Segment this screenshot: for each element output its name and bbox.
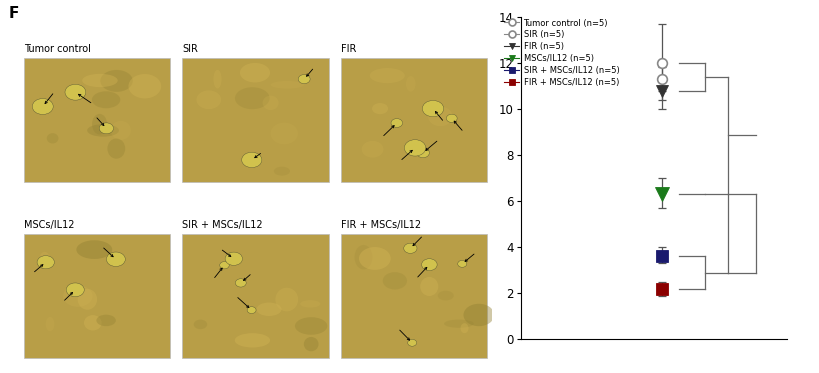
- Ellipse shape: [240, 63, 269, 82]
- Circle shape: [66, 283, 84, 297]
- Circle shape: [242, 152, 261, 167]
- Ellipse shape: [234, 87, 269, 109]
- Circle shape: [32, 98, 53, 115]
- Ellipse shape: [92, 91, 120, 108]
- Ellipse shape: [460, 323, 468, 333]
- Circle shape: [247, 307, 256, 313]
- Bar: [24, 58, 170, 182]
- Ellipse shape: [107, 138, 125, 159]
- Circle shape: [391, 119, 402, 128]
- Ellipse shape: [369, 68, 405, 83]
- Circle shape: [65, 84, 86, 100]
- Circle shape: [298, 75, 310, 84]
- Text: SIR: SIR: [182, 44, 198, 54]
- Ellipse shape: [372, 103, 387, 114]
- Ellipse shape: [92, 114, 107, 135]
- Bar: [341, 234, 486, 358]
- Ellipse shape: [270, 123, 297, 144]
- Legend: Tumor control (n=5), SIR (n=5), FIR (n=5), MSCs/IL12 (n=5), SIR + MSCs/IL12 (n=5: Tumor control (n=5), SIR (n=5), FIR (n=5…: [503, 18, 619, 88]
- Ellipse shape: [463, 304, 494, 326]
- Ellipse shape: [213, 70, 221, 88]
- Circle shape: [235, 279, 246, 287]
- Ellipse shape: [437, 291, 453, 300]
- Bar: [182, 234, 328, 358]
- Ellipse shape: [87, 124, 119, 137]
- Ellipse shape: [270, 81, 304, 89]
- Ellipse shape: [97, 315, 115, 326]
- Ellipse shape: [76, 240, 112, 259]
- Ellipse shape: [262, 95, 278, 110]
- Circle shape: [404, 140, 425, 156]
- Ellipse shape: [295, 317, 327, 335]
- Ellipse shape: [82, 74, 118, 87]
- Ellipse shape: [405, 76, 415, 92]
- Ellipse shape: [361, 141, 383, 158]
- Ellipse shape: [46, 317, 54, 331]
- Bar: [24, 234, 170, 358]
- Text: SIR + MSCs/IL12: SIR + MSCs/IL12: [182, 220, 262, 230]
- Ellipse shape: [47, 133, 58, 144]
- Ellipse shape: [443, 320, 473, 328]
- Circle shape: [219, 261, 229, 269]
- Circle shape: [37, 256, 54, 269]
- Ellipse shape: [193, 320, 207, 329]
- Ellipse shape: [129, 74, 161, 98]
- Ellipse shape: [304, 337, 318, 351]
- Ellipse shape: [428, 107, 452, 126]
- Ellipse shape: [78, 289, 97, 310]
- Ellipse shape: [354, 245, 372, 269]
- Ellipse shape: [111, 121, 131, 140]
- Circle shape: [421, 259, 437, 270]
- Ellipse shape: [84, 315, 102, 330]
- Text: F: F: [9, 6, 20, 21]
- Ellipse shape: [63, 285, 93, 307]
- Circle shape: [403, 243, 417, 253]
- Circle shape: [422, 100, 443, 117]
- Ellipse shape: [234, 333, 269, 348]
- Text: FIR: FIR: [341, 44, 355, 54]
- Circle shape: [407, 339, 416, 346]
- Circle shape: [106, 252, 125, 266]
- Circle shape: [225, 252, 242, 265]
- Circle shape: [457, 260, 466, 267]
- Ellipse shape: [274, 167, 290, 176]
- Ellipse shape: [300, 300, 320, 308]
- Ellipse shape: [256, 303, 281, 316]
- Ellipse shape: [197, 90, 221, 109]
- Bar: [341, 58, 486, 182]
- Ellipse shape: [382, 272, 406, 289]
- Ellipse shape: [100, 70, 133, 92]
- Circle shape: [99, 123, 113, 134]
- Circle shape: [416, 148, 429, 158]
- Ellipse shape: [359, 247, 390, 270]
- Text: MSCs/IL12: MSCs/IL12: [24, 220, 74, 230]
- Ellipse shape: [275, 288, 298, 311]
- Circle shape: [446, 114, 457, 122]
- Ellipse shape: [39, 252, 50, 269]
- Text: Tumor control: Tumor control: [24, 44, 90, 54]
- Bar: [182, 58, 328, 182]
- Ellipse shape: [419, 277, 438, 296]
- Text: FIR + MSCs/IL12: FIR + MSCs/IL12: [341, 220, 420, 230]
